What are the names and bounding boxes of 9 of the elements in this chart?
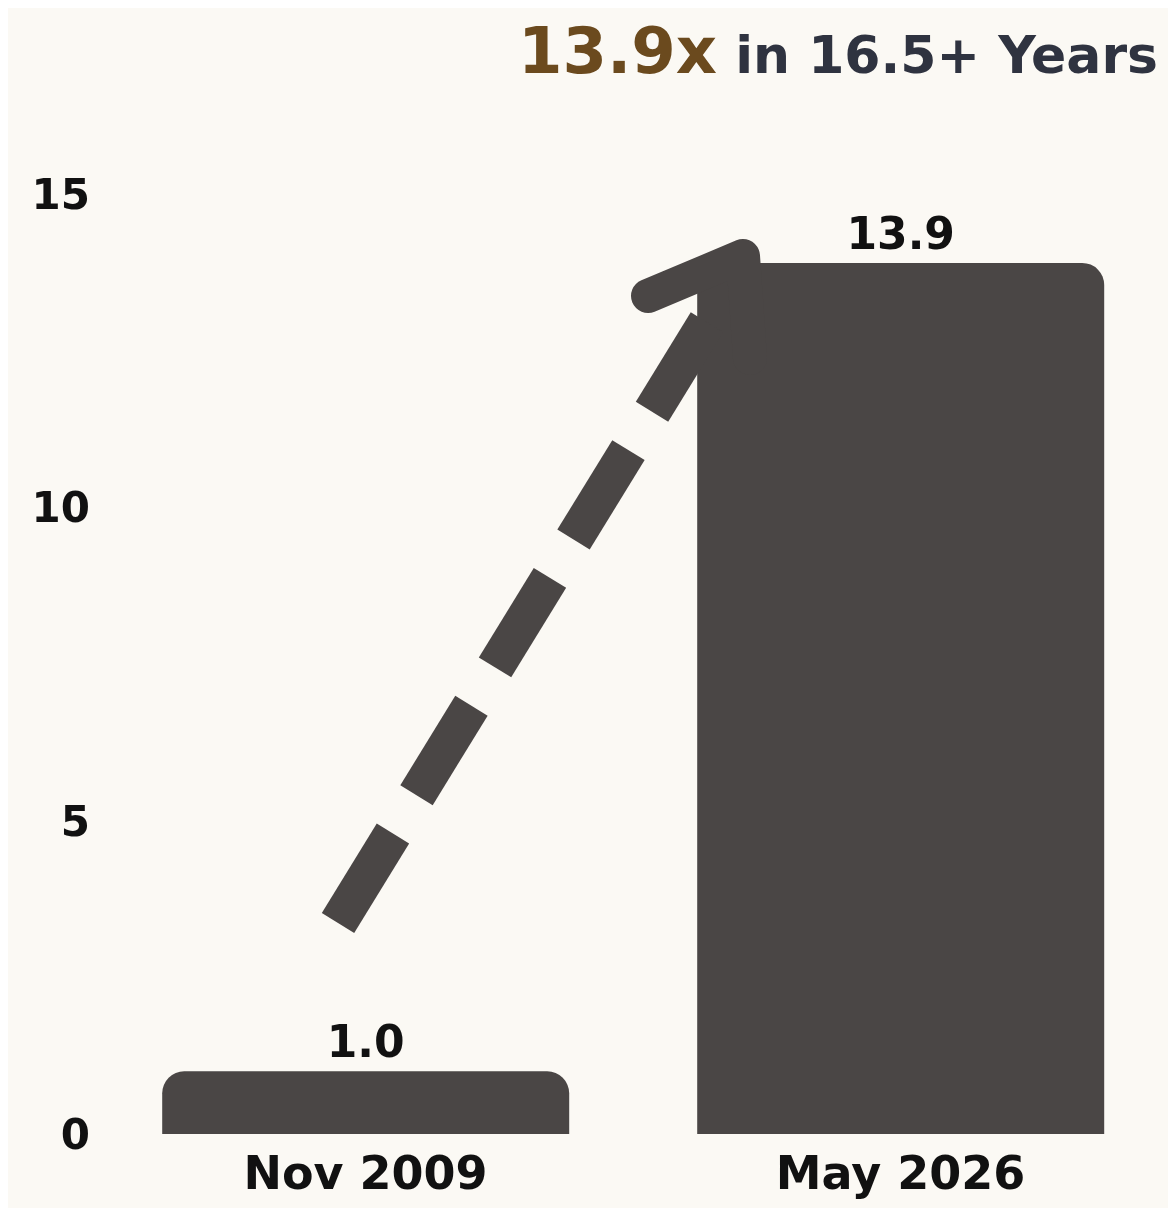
x-tick-label: May 2026 (775, 1145, 1026, 1200)
y-tick-label: 5 (60, 796, 90, 846)
y-tick-label: 0 (60, 1109, 90, 1159)
x-tick-label: Nov 2009 (243, 1145, 488, 1200)
y-tick-label: 15 (31, 169, 90, 219)
chart-title: 13.9x in 16.5+ Years (517, 14, 1158, 88)
y-tick-label: 10 (31, 483, 90, 533)
data-label: 1.0 (326, 1016, 405, 1068)
data-label: 13.9 (846, 207, 955, 259)
